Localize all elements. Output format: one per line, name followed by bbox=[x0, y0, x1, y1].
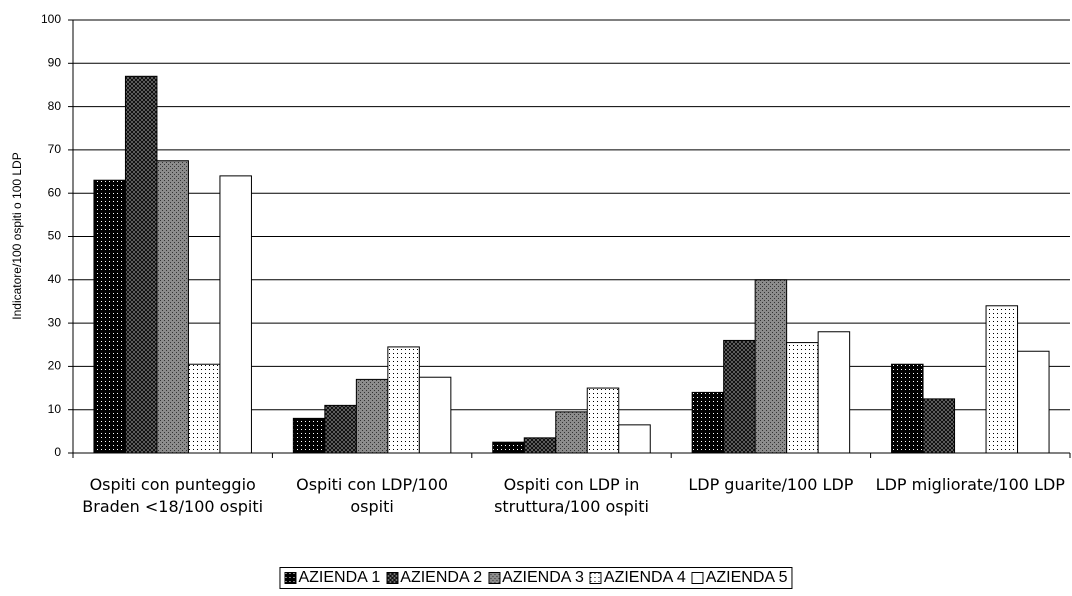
legend-item: AZIENDA 2 bbox=[386, 569, 482, 587]
legend-label: AZIENDA 1 bbox=[298, 569, 381, 586]
bar bbox=[754, 279, 788, 454]
bar bbox=[492, 441, 525, 454]
y-tick-label: 0 bbox=[54, 445, 61, 459]
bar bbox=[187, 363, 221, 454]
y-tick-label: 10 bbox=[48, 402, 62, 416]
legend-item: AZIENDA 4 bbox=[589, 569, 686, 587]
bar bbox=[691, 391, 725, 454]
y-tick-label: 70 bbox=[48, 142, 62, 156]
legend-label: AZIENDA 3 bbox=[502, 569, 584, 586]
bar bbox=[1017, 350, 1050, 454]
x-tick-label: LDP migliorate/100 LDP bbox=[875, 475, 1065, 494]
bar bbox=[786, 342, 819, 454]
bar bbox=[292, 417, 326, 454]
legend-label: AZIENDA 4 bbox=[603, 569, 686, 586]
bar bbox=[555, 411, 588, 454]
bar bbox=[324, 404, 357, 454]
y-tick-label: 20 bbox=[48, 359, 62, 373]
legend-item: AZIENDA 1 bbox=[284, 569, 380, 587]
x-tick-label: Ospiti con LDP in struttura/100 ospiti bbox=[494, 475, 649, 516]
bar bbox=[387, 346, 420, 454]
y-tick-label: 90 bbox=[48, 55, 62, 69]
bar bbox=[817, 331, 851, 454]
legend-swatch bbox=[488, 572, 501, 584]
legend-swatch bbox=[589, 572, 602, 584]
legend-item: AZIENDA 3 bbox=[488, 569, 584, 587]
bar bbox=[124, 75, 158, 454]
bar bbox=[985, 305, 1019, 454]
legend-swatch-box bbox=[386, 572, 399, 584]
legend-swatch bbox=[284, 572, 297, 584]
x-tick-label: LDP guarite/100 LDP bbox=[688, 475, 854, 494]
y-tick-label: 80 bbox=[48, 99, 62, 113]
bar bbox=[618, 424, 651, 454]
y-tick-label: 60 bbox=[48, 185, 62, 199]
chart: Indicatore/100 ospiti o 100 LDP 0 10 20 30 4… bbox=[10, 12, 1071, 459]
bar bbox=[586, 387, 620, 454]
y-tick-label: 30 bbox=[48, 315, 62, 329]
bar bbox=[418, 376, 452, 454]
y-tick-label: 40 bbox=[48, 272, 62, 286]
legend-swatch-box bbox=[589, 572, 602, 584]
legend-swatch bbox=[691, 572, 704, 584]
legend-swatch bbox=[386, 572, 399, 584]
legend-swatch-box bbox=[691, 572, 704, 584]
y-tick-label: 100 bbox=[41, 12, 61, 26]
x-tick-label: Ospiti con punteggio Braden <18/100 ospi… bbox=[82, 475, 264, 516]
legend-item: AZIENDA 5 bbox=[691, 569, 788, 587]
bar bbox=[523, 437, 557, 454]
bar bbox=[156, 160, 189, 454]
bar bbox=[93, 179, 126, 454]
legend-label: AZIENDA 5 bbox=[705, 569, 788, 586]
legend-label: AZIENDA 2 bbox=[400, 569, 483, 586]
bar bbox=[219, 175, 252, 454]
legend-swatch-box bbox=[284, 572, 297, 584]
y-axis-label: Indicatore/100 ospiti o 100 LDP bbox=[10, 152, 24, 319]
legend-swatch-box bbox=[488, 572, 501, 584]
bar bbox=[355, 378, 389, 454]
legend: AZIENDA 1 AZIENDA 2 AZIENDA 3 AZIENDA 4 AZIE… bbox=[279, 567, 793, 589]
y-tick-label: 50 bbox=[48, 229, 62, 243]
x-tick-label: Ospiti con LDP/100 ospiti bbox=[296, 475, 449, 516]
bar bbox=[891, 363, 924, 454]
bar bbox=[922, 398, 956, 454]
bar bbox=[723, 339, 756, 454]
